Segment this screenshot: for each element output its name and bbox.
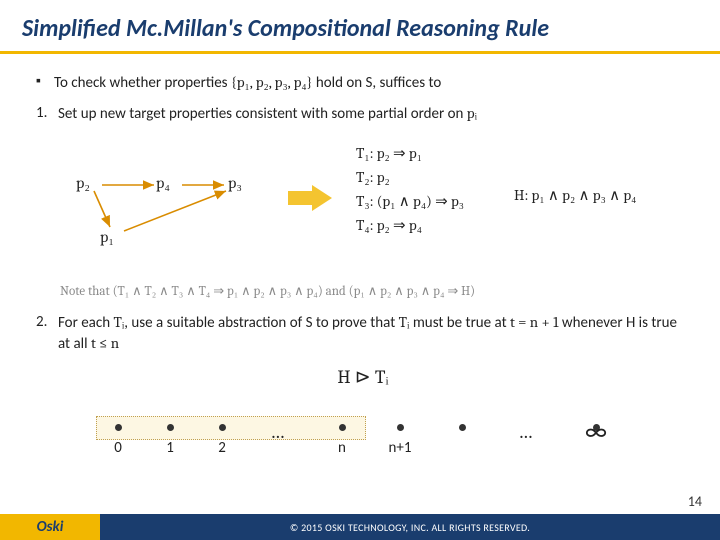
step-2: 2. For each Tᵢ, use a suitable abstracti… xyxy=(36,312,690,355)
node-p2: p₂ xyxy=(76,173,90,195)
step1-var: pᵢ xyxy=(467,104,477,122)
target-item: T₃: (p₁ ∧ p₄) ⇒ p₃ xyxy=(356,189,464,213)
bullet-props: {p₁, p₂, p₃, p₄} xyxy=(231,73,313,91)
step1-lead: Set up new target properties consistent … xyxy=(58,105,467,123)
timeline-label: 1 xyxy=(166,438,174,458)
timeline-label: … xyxy=(272,420,284,444)
title-underline xyxy=(0,51,720,54)
timeline-label: 0 xyxy=(114,438,122,458)
bullet-main: ▪ To check whether properties {p₁, p₂, p… xyxy=(36,72,690,93)
bullet-tail: hold on S, suffices to xyxy=(312,74,441,92)
timeline-label: 2 xyxy=(218,438,226,458)
step1-num: 1. xyxy=(36,103,58,123)
target-list: T₁: p₂ ⇒ p₁T₂: p₂T₃: (p₁ ∧ p₄) ⇒ p₃T₄: p… xyxy=(356,141,464,237)
target-item: T₁: p₂ ⇒ p₁ xyxy=(356,141,464,165)
step-1: 1. Set up new target properties consiste… xyxy=(36,103,690,124)
step1-text: Set up new target properties consistent … xyxy=(58,103,690,124)
bullet-lead: To check whether properties xyxy=(54,74,231,92)
step2-eq2: t ≤ n xyxy=(91,334,119,352)
step2-c: must be true at xyxy=(409,314,510,332)
timeline-label: … xyxy=(520,420,532,444)
page-number: 14 xyxy=(688,493,702,510)
h-line: H: p₁ ∧ p₂ ∧ p₃ ∧ p₄ xyxy=(514,185,636,205)
h-relation: H ⊳ Tᵢ xyxy=(36,365,690,391)
timeline-label: ∞ xyxy=(585,414,607,449)
timeline-label: n xyxy=(338,438,346,458)
timeline-dot xyxy=(459,424,466,431)
step2-text: For each Tᵢ, use a suitable abstraction … xyxy=(58,312,690,355)
bullet-marker: ▪ xyxy=(36,72,54,91)
step2-Ti: Tᵢ xyxy=(113,313,124,331)
timeline: 0 1 2 … n n+1 … ∞ xyxy=(96,410,654,458)
timeline-highlight-box xyxy=(96,416,366,440)
slide-title: Simplified Mc.Millan's Compositional Rea… xyxy=(0,0,720,49)
logo: Oski xyxy=(0,514,100,540)
slide-body: ▪ To check whether properties {p₁, p₂, p… xyxy=(0,72,720,458)
timeline-dot xyxy=(397,424,404,431)
step2-b: , use a suitable abstraction of S to pro… xyxy=(124,314,398,332)
step2-a: For each xyxy=(58,314,113,332)
timeline-label: n+1 xyxy=(389,438,412,458)
note-line: Note that (T₁ ∧ T₂ ∧ T₃ ∧ T₄ ⇒ p₁ ∧ p₂ ∧… xyxy=(60,283,690,301)
node-p3: p₃ xyxy=(228,173,242,195)
node-p4: p₄ xyxy=(156,173,170,195)
bullet-text: To check whether properties {p₁, p₂, p₃,… xyxy=(54,72,690,93)
footer: Oski © 2015 OSKI TECHNOLOGY, INC. ALL RI… xyxy=(0,514,720,540)
target-item: T₄: p₂ ⇒ p₄ xyxy=(356,213,464,237)
step2-Tl: Tᵢ xyxy=(399,313,410,331)
target-item: T₂: p₂ xyxy=(356,165,464,189)
step2-num: 2. xyxy=(36,312,58,332)
step2-eq1: t = n + 1 xyxy=(510,313,559,331)
copyright: © 2015 OSKI TECHNOLOGY, INC. ALL RIGHTS … xyxy=(290,521,530,534)
node-p1: p₁ xyxy=(100,227,114,249)
partial-order-diagram: p₂ p₄ p₃ p₁ T₁: p₂ ⇒ p₁T₂: p₂T₃: (p₁ ∧ p… xyxy=(36,135,690,275)
footer-bar: © 2015 OSKI TECHNOLOGY, INC. ALL RIGHTS … xyxy=(100,514,720,540)
